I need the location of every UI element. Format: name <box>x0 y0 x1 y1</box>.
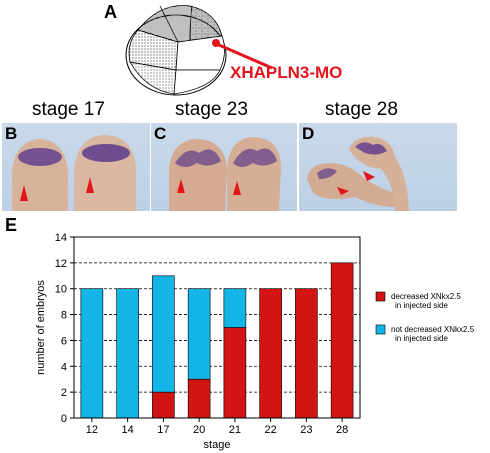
y-tick-label-10: 10 <box>55 284 67 296</box>
legend-text-0-1: in injected side <box>395 301 448 310</box>
x-tick-label-22: 22 <box>265 424 277 436</box>
x-tick-label-17: 17 <box>157 424 169 436</box>
y-tick-label-12: 12 <box>55 258 67 270</box>
injection-site <box>212 39 220 47</box>
legend-swatch-1 <box>375 324 386 335</box>
y-tick-label-6: 6 <box>61 335 67 347</box>
y-tick-label-14: 14 <box>55 232 67 244</box>
x-tick-label-14: 14 <box>122 424 134 436</box>
x-tick-label-20: 20 <box>193 424 205 436</box>
bar-decreased-22 <box>259 288 282 419</box>
bar-not-decreased-17 <box>152 275 175 393</box>
injection-label: XHAPLN3-MO <box>230 63 343 82</box>
photo-panel-c <box>151 123 297 211</box>
bar-decreased-23 <box>295 288 318 419</box>
plot-frame <box>73 236 361 419</box>
x-tick-label-23: 23 <box>300 424 312 436</box>
legend-text-0-0: decreased XNkx2.5 <box>391 292 461 301</box>
panel-label-a: A <box>104 2 117 22</box>
y-tick-label-0: 0 <box>61 413 67 425</box>
bar-decreased-20 <box>187 378 211 419</box>
stage-title-17: stage 17 <box>32 99 105 120</box>
y-tick-label-2: 2 <box>61 387 67 399</box>
x-axis-label: stage <box>204 439 231 451</box>
stage-title-23: stage 23 <box>175 99 248 120</box>
panel-label-c: C <box>154 124 167 143</box>
legend-text-1-0: not decreased XNkx2.5 <box>391 325 475 334</box>
y-tick-label-8: 8 <box>61 310 67 322</box>
photo-panel-d <box>299 123 457 211</box>
legend-swatch-0 <box>375 291 386 302</box>
x-tick-label-28: 28 <box>336 424 348 436</box>
bar-not-decreased-21 <box>223 288 247 328</box>
bar-not-decreased-12 <box>80 288 104 419</box>
y-axis-label: number of embryos <box>35 280 47 375</box>
bar-decreased-28 <box>330 262 354 419</box>
bar-not-decreased-20 <box>187 288 211 380</box>
y-tick-label-4: 4 <box>61 361 67 373</box>
panel-label-b: B <box>5 124 18 143</box>
bar-decreased-17 <box>152 391 175 419</box>
embryo-schematic <box>125 5 273 96</box>
x-tick-label-21: 21 <box>229 424 241 436</box>
stage-title-28: stage 28 <box>325 99 398 120</box>
photo-panel-b <box>2 123 150 211</box>
legend-text-1-1: in injected side <box>395 334 448 343</box>
panel-label-e: E <box>5 215 18 235</box>
bar-decreased-21 <box>223 327 247 419</box>
panel-label-d: D <box>302 124 315 143</box>
bar-not-decreased-14 <box>116 288 139 419</box>
x-tick-label-12: 12 <box>86 424 98 436</box>
